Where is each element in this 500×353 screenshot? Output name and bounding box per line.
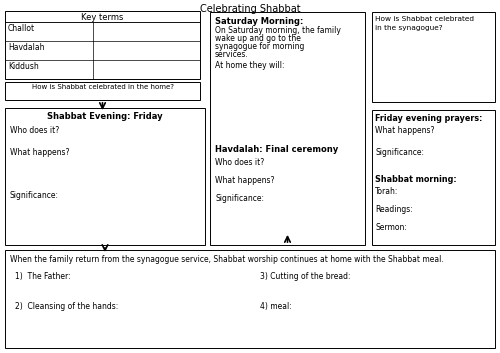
Text: Who does it?: Who does it? <box>215 158 264 167</box>
Text: What happens?: What happens? <box>215 176 274 185</box>
Text: Saturday Morning:: Saturday Morning: <box>215 17 304 26</box>
Text: Shabbat Evening: Friday: Shabbat Evening: Friday <box>47 112 163 121</box>
Text: Havdalah: Final ceremony: Havdalah: Final ceremony <box>215 145 338 154</box>
Text: How is Shabbat celebrated in the home?: How is Shabbat celebrated in the home? <box>32 84 174 90</box>
Bar <box>5 250 495 348</box>
Bar <box>5 11 200 79</box>
Text: wake up and go to the: wake up and go to the <box>215 34 301 43</box>
Bar <box>372 12 495 102</box>
Text: Celebrating Shabbat: Celebrating Shabbat <box>200 4 300 14</box>
Text: Kiddush: Kiddush <box>8 62 39 71</box>
Text: synagogue for morning: synagogue for morning <box>215 42 304 51</box>
Text: Sermon:: Sermon: <box>375 223 407 232</box>
Text: Shabbat morning:: Shabbat morning: <box>375 175 456 184</box>
Bar <box>5 108 205 245</box>
Text: Significance:: Significance: <box>215 194 264 203</box>
Text: Friday evening prayers:: Friday evening prayers: <box>375 114 482 123</box>
Text: Significance:: Significance: <box>10 191 59 200</box>
Text: On Saturday morning, the family: On Saturday morning, the family <box>215 26 341 35</box>
Bar <box>210 12 365 245</box>
Text: Who does it?: Who does it? <box>10 126 59 135</box>
Text: services.: services. <box>215 50 249 59</box>
Text: 4) meal:: 4) meal: <box>260 302 292 311</box>
Bar <box>372 110 495 245</box>
Text: How is Shabbat celebrated: How is Shabbat celebrated <box>375 16 474 22</box>
Text: What happens?: What happens? <box>375 126 434 135</box>
Text: Readings:: Readings: <box>375 205 413 214</box>
Text: At home they will:: At home they will: <box>215 61 284 70</box>
Text: 1)  The Father:: 1) The Father: <box>15 272 70 281</box>
Bar <box>5 82 200 100</box>
Text: Key terms: Key terms <box>82 13 124 22</box>
Text: in the synagogue?: in the synagogue? <box>375 25 442 31</box>
Text: When the family return from the synagogue service, Shabbat worship continues at : When the family return from the synagogu… <box>10 255 444 264</box>
Text: Significance:: Significance: <box>375 148 424 157</box>
Text: 3) Cutting of the bread:: 3) Cutting of the bread: <box>260 272 350 281</box>
Text: 2)  Cleansing of the hands:: 2) Cleansing of the hands: <box>15 302 118 311</box>
Text: Challot: Challot <box>8 24 35 33</box>
Text: What happens?: What happens? <box>10 148 70 157</box>
Text: Havdalah: Havdalah <box>8 43 44 52</box>
Text: Torah:: Torah: <box>375 187 398 196</box>
